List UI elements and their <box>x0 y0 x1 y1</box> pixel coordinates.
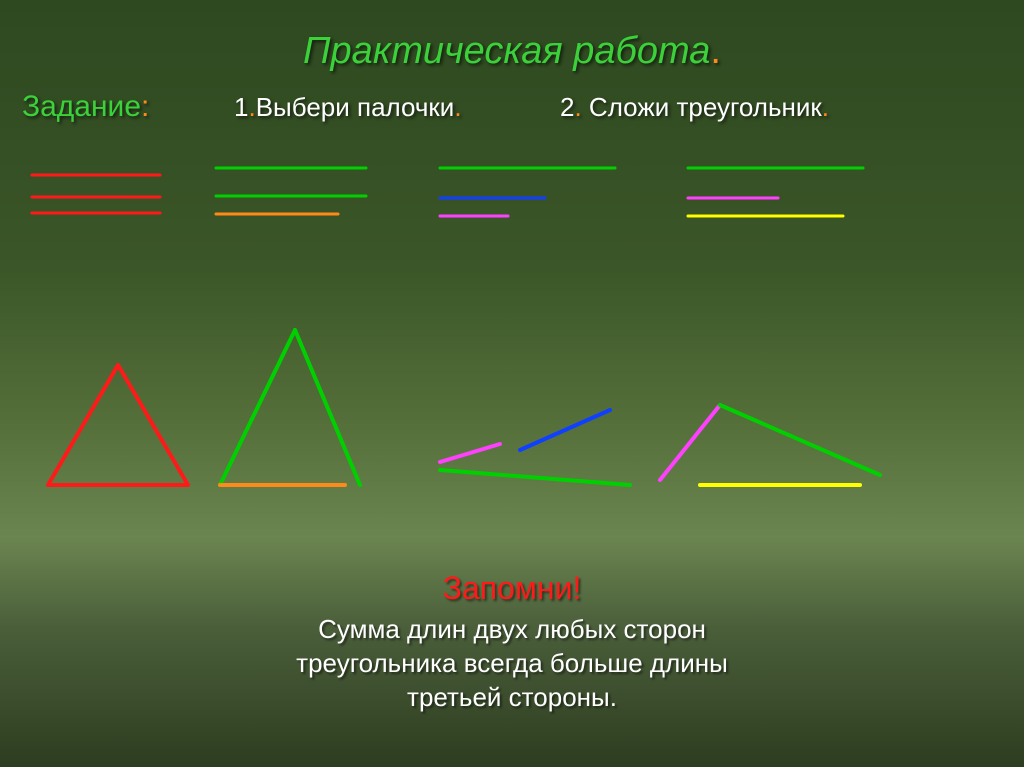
shape-segment <box>440 444 500 462</box>
task1-dot2: . <box>454 92 461 122</box>
broken-2 <box>660 405 886 491</box>
broken-1 <box>440 410 636 491</box>
task2-dot1: . <box>574 92 581 122</box>
task-label: Задание: <box>22 90 149 124</box>
stick-group-3 <box>440 168 619 220</box>
shape-segment <box>440 470 630 485</box>
triangle-2 <box>220 330 366 491</box>
remember-line: треугольника всегда больше длины <box>0 646 1024 680</box>
shape-segment <box>295 330 360 485</box>
task1-dot1: . <box>248 92 255 122</box>
task-label-colon: : <box>141 90 149 123</box>
task2-dot2: . <box>822 92 829 122</box>
triangle-1 <box>48 365 248 565</box>
stick-group-4 <box>688 168 867 220</box>
remember-label: Запомни! <box>0 570 1024 607</box>
shape-segment <box>720 405 880 475</box>
task1-text: Выбери палочки <box>256 92 455 122</box>
task2: 2. Сложи треугольник. <box>560 92 829 123</box>
triangle-shape <box>48 365 188 485</box>
shape-segment <box>220 330 295 485</box>
task2-number: 2 <box>560 92 574 122</box>
shape-segment <box>660 405 720 480</box>
remember-line: третьей стороны. <box>0 680 1024 714</box>
task1-number: 1 <box>234 92 248 122</box>
shape-segment <box>520 410 610 450</box>
task2-text: Сложи треугольник <box>582 92 822 122</box>
title-dot: . <box>710 30 721 72</box>
task1: 1.Выбери палочки. <box>234 92 462 123</box>
remember-body: Сумма длин двух любых сторонтреугольника… <box>0 612 1024 714</box>
slide-title: Практическая работа. <box>0 30 1024 73</box>
stick-group-2 <box>216 168 370 218</box>
remember-label-text: Запомни! <box>443 570 582 606</box>
stick-group-1 <box>32 175 164 217</box>
task-label-text: Задание <box>22 90 141 123</box>
remember-line: Сумма длин двух любых сторон <box>0 612 1024 646</box>
title-text: Практическая работа <box>303 30 710 72</box>
